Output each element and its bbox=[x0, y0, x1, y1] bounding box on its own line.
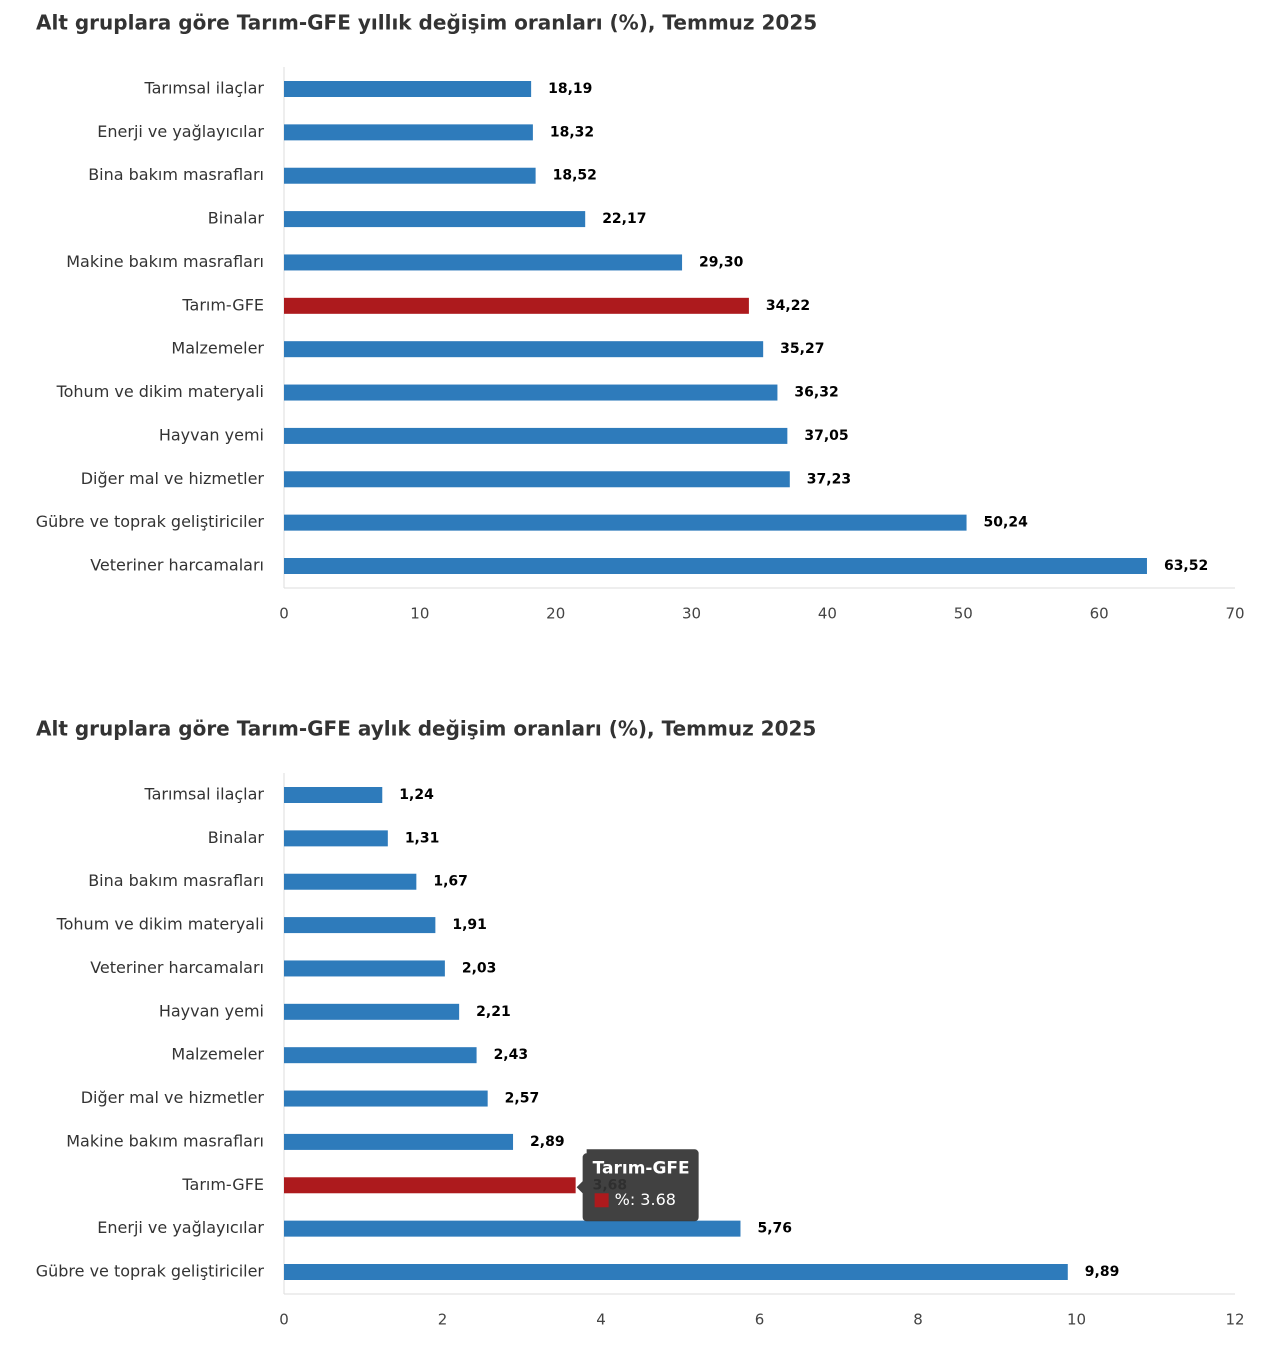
bar bbox=[284, 830, 388, 847]
value-label: 63,52 bbox=[1164, 558, 1208, 574]
x-tick-label: 2 bbox=[438, 1311, 448, 1329]
bar bbox=[284, 1003, 460, 1020]
bar bbox=[284, 558, 1147, 574]
bar bbox=[284, 1047, 477, 1064]
value-label: 18,19 bbox=[548, 81, 592, 97]
value-label: 37,05 bbox=[804, 428, 848, 444]
category-label: Tohum ve dikim materyali bbox=[56, 915, 264, 934]
category-label: Veteriner harcamaları bbox=[90, 958, 264, 977]
bar bbox=[284, 341, 764, 358]
bar bbox=[284, 167, 536, 184]
bar bbox=[284, 1090, 488, 1107]
category-label: Tohum ve dikim materyali bbox=[56, 382, 264, 401]
category-label: Bina bakım masrafları bbox=[88, 871, 264, 890]
value-label: 29,30 bbox=[699, 254, 744, 270]
x-tick-label: 20 bbox=[546, 605, 565, 623]
category-label: Tarım-GFE bbox=[181, 1175, 264, 1194]
tooltip-label: %: 3.68 bbox=[615, 1190, 676, 1209]
bar bbox=[284, 960, 445, 977]
bar bbox=[284, 471, 790, 488]
category-label: Hayvan yemi bbox=[159, 1001, 264, 1020]
category-label: Binalar bbox=[208, 828, 265, 847]
x-tick-label: 12 bbox=[1225, 1311, 1244, 1329]
tooltip-swatch bbox=[594, 1193, 609, 1208]
bar bbox=[284, 211, 586, 228]
category-label: Bina bakım masrafları bbox=[88, 165, 264, 184]
x-tick-label: 30 bbox=[682, 605, 701, 623]
chart-title: Alt gruplara göre Tarım-GFE aylık değişi… bbox=[36, 717, 816, 741]
chart-title: Alt gruplara göre Tarım-GFE yıllık değiş… bbox=[36, 11, 817, 35]
x-tick-label: 10 bbox=[1067, 1311, 1086, 1329]
category-label: Enerji ve yağlayıcılar bbox=[97, 122, 264, 141]
x-tick-label: 4 bbox=[596, 1311, 606, 1329]
value-label: 5,76 bbox=[757, 1221, 792, 1237]
bar bbox=[284, 297, 749, 314]
category-label: Diğer mal ve hizmetler bbox=[81, 469, 265, 488]
x-tick-label: 50 bbox=[954, 605, 973, 623]
value-label: 34,22 bbox=[766, 298, 810, 314]
x-tick-label: 70 bbox=[1225, 605, 1244, 623]
value-label: 36,32 bbox=[794, 385, 838, 401]
bar bbox=[284, 1133, 514, 1150]
x-tick-label: 0 bbox=[279, 605, 289, 623]
x-tick-label: 8 bbox=[913, 1311, 923, 1329]
value-label: 2,89 bbox=[530, 1134, 565, 1150]
bar bbox=[284, 1220, 741, 1237]
category-label: Diğer mal ve hizmetler bbox=[81, 1088, 265, 1107]
x-tick-label: 6 bbox=[755, 1311, 765, 1329]
x-tick-label: 0 bbox=[279, 1311, 289, 1329]
value-label: 1,91 bbox=[452, 917, 487, 933]
category-label: Makine bakım masrafları bbox=[66, 252, 264, 271]
category-label: Malzemeler bbox=[171, 1045, 264, 1064]
category-label: Tarımsal ilaçlar bbox=[143, 785, 264, 804]
value-label: 18,52 bbox=[553, 168, 597, 184]
x-tick-label: 10 bbox=[410, 605, 429, 623]
value-label: 2,43 bbox=[494, 1047, 529, 1063]
bar bbox=[284, 1177, 576, 1194]
category-label: Binalar bbox=[208, 209, 265, 228]
value-label: 1,24 bbox=[399, 787, 434, 803]
bar bbox=[284, 254, 683, 271]
x-tick-label: 60 bbox=[1090, 605, 1109, 623]
value-label: 18,32 bbox=[550, 124, 594, 140]
bar bbox=[284, 1264, 1068, 1280]
value-label: 9,89 bbox=[1085, 1264, 1120, 1280]
bar bbox=[284, 81, 532, 97]
category-label: Enerji ve yağlayıcılar bbox=[97, 1218, 264, 1237]
category-label: Gübre ve toprak geliştiriciler bbox=[36, 512, 265, 531]
bar bbox=[284, 514, 967, 531]
value-label: 2,57 bbox=[505, 1091, 540, 1107]
value-label: 2,03 bbox=[462, 960, 497, 976]
bar bbox=[284, 873, 417, 890]
bar bbox=[284, 384, 778, 401]
category-label: Veteriner harcamaları bbox=[90, 556, 264, 575]
bar bbox=[284, 427, 788, 444]
value-label: 2,21 bbox=[476, 1004, 511, 1020]
value-label: 1,31 bbox=[405, 830, 440, 846]
category-label: Malzemeler bbox=[171, 339, 264, 358]
value-label: 22,17 bbox=[602, 211, 646, 227]
category-label: Hayvan yemi bbox=[159, 425, 264, 444]
category-label: Makine bakım masrafları bbox=[66, 1131, 264, 1150]
bar bbox=[284, 917, 436, 934]
bar bbox=[284, 124, 533, 141]
category-label: Gübre ve toprak geliştiriciler bbox=[36, 1262, 265, 1281]
tooltip-title: Tarım-GFE bbox=[593, 1158, 690, 1178]
value-label: 50,24 bbox=[984, 515, 1029, 531]
category-label: Tarımsal ilaçlar bbox=[143, 79, 264, 98]
value-label: 35,27 bbox=[780, 341, 824, 357]
category-label: Tarım-GFE bbox=[181, 295, 264, 314]
value-label: 37,23 bbox=[807, 471, 851, 487]
bar bbox=[284, 787, 383, 803]
value-label: 1,67 bbox=[433, 874, 468, 890]
tooltip: Tarım-GFE %: 3.68 bbox=[576, 1149, 699, 1222]
x-tick-label: 40 bbox=[818, 605, 837, 623]
